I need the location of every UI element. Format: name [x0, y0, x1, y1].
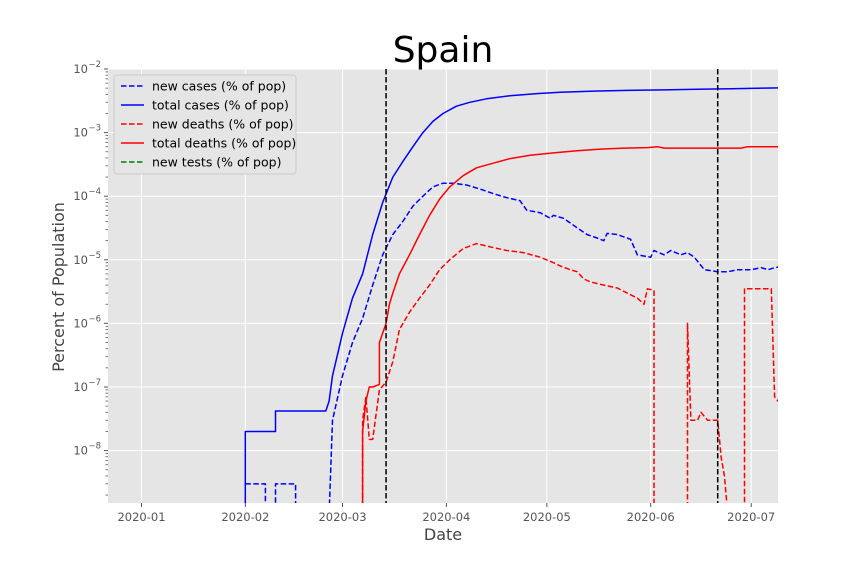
y-tick-label: 10 [73, 62, 88, 76]
y-tick-label: 10 [73, 189, 88, 203]
y-tick-label: 10 [73, 316, 88, 330]
y-tick-exponent: −4 [88, 187, 101, 197]
y-tick-exponent: −8 [88, 442, 101, 452]
legend-label: new deaths (% of pop) [152, 117, 294, 132]
x-tick-label: 2020-03 [318, 510, 366, 524]
y-tick-exponent: −2 [88, 60, 101, 70]
y-tick-label: 10 [73, 126, 88, 140]
legend-label: new tests (% of pop) [152, 155, 281, 170]
y-tick-label: 10 [73, 253, 88, 267]
chart-title: Spain [393, 30, 494, 71]
x-tick-label: 2020-06 [627, 510, 675, 524]
series-layer [244, 87, 778, 503]
legend-label: new cases (% of pop) [152, 79, 286, 94]
x-tick-label: 2020-01 [117, 510, 165, 524]
legend-label: total deaths (% of pop) [152, 136, 296, 151]
y-ticks: 10−810−710−610−510−410−310−2 [73, 60, 108, 496]
grid [108, 68, 778, 503]
series-line [244, 87, 778, 503]
legend-box [113, 74, 297, 175]
y-tick-label: 10 [73, 380, 88, 394]
y-tick-exponent: −5 [88, 251, 101, 261]
series-line [361, 145, 778, 503]
x-tick-label: 2020-05 [523, 510, 571, 524]
series-line [245, 182, 778, 503]
x-tick-label: 2020-04 [422, 510, 470, 524]
y-tick-exponent: −7 [88, 378, 101, 388]
y-tick-exponent: −6 [88, 314, 101, 324]
y-axis-label: Percent of Population [49, 202, 68, 372]
x-tick-label: 2020-02 [221, 510, 269, 524]
y-tick-label: 10 [73, 444, 88, 458]
series-line [361, 242, 778, 503]
y-tick-exponent: −3 [88, 124, 101, 134]
legend-label: total cases (% of pop) [152, 98, 289, 113]
x-tick-label: 2020-07 [727, 510, 775, 524]
vertical-lines [385, 69, 719, 503]
legend: new cases (% of pop) total cases (% of po… [113, 74, 297, 175]
x-ticks: 2020-01 2020-02 2020-03 2020-04 2020-05 2020-… [117, 503, 775, 524]
x-axis-label: Date [424, 525, 462, 544]
